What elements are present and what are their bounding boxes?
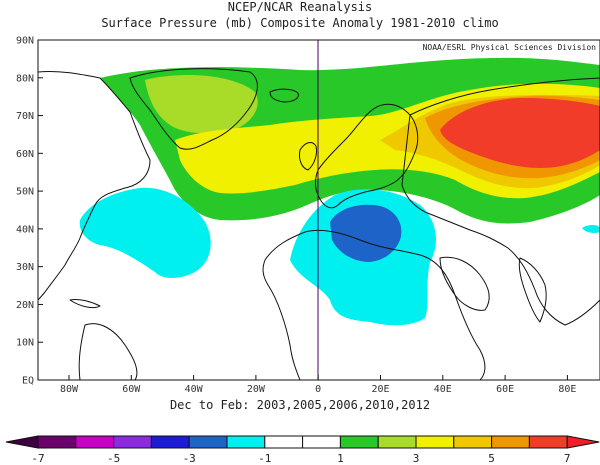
lat-tick-label: 70N <box>16 111 34 122</box>
credit-label: NOAA/ESRL Physical Sciences Division <box>423 43 597 52</box>
longitude-axis: 80W 60W 40W 20W 0 20E 40E 60E 80E <box>60 375 576 395</box>
cuba-coastline <box>69 299 101 309</box>
chart-subtitle: Surface Pressure (mb) Composite Anomaly … <box>101 16 499 30</box>
colorbar-box <box>528 435 568 449</box>
north-america-coastline <box>38 71 151 301</box>
lon-tick-label: 80W <box>60 384 79 395</box>
colorbar-boxes <box>5 435 600 449</box>
anomaly-pos-6-7 <box>440 98 600 168</box>
lat-tick-label: 30N <box>16 262 34 273</box>
colorbar-box <box>491 435 530 449</box>
colorbar-box <box>339 435 379 449</box>
colorbar-box <box>37 435 77 449</box>
iceland-coastline <box>269 88 299 103</box>
colorbar-box <box>113 435 152 449</box>
colorbar-label: 3 <box>413 452 420 465</box>
chart-title: NCEP/NCAR Reanalysis <box>227 0 373 14</box>
india-coastline <box>518 257 547 323</box>
lon-tick-label: 40W <box>185 384 204 395</box>
lon-tick-label: 20E <box>371 384 389 395</box>
lat-tick-label: 20N <box>16 300 34 311</box>
lon-tick-label: 60W <box>122 384 141 395</box>
lat-tick-label: 10N <box>16 338 34 349</box>
colorbar-label: 7 <box>564 452 571 465</box>
colorbar-under-triangle <box>5 435 39 449</box>
lon-tick-label: 20W <box>247 384 266 395</box>
lat-tick-label: 90N <box>16 36 34 47</box>
anomaly-map: NOAA/ESRL Physical Sciences Division 90N… <box>16 36 600 395</box>
colorbar-box <box>75 435 115 449</box>
colorbar: -7 -5 -3 -1 1 3 5 7 <box>5 435 600 465</box>
lat-tick-label: 60N <box>16 149 34 160</box>
colorbar-box <box>150 435 190 449</box>
lat-tick-label: 50N <box>16 187 34 198</box>
colorbar-label: -7 <box>31 452 44 465</box>
colorbar-box <box>264 435 304 449</box>
colorbar-box <box>226 435 266 449</box>
anomaly-fields <box>79 57 600 326</box>
colorbar-box <box>453 435 493 449</box>
colorbar-label: 5 <box>488 452 495 465</box>
lat-tick-label: 40N <box>16 224 34 235</box>
lon-tick-label: 40E <box>434 384 452 395</box>
anomaly-pos-2-3 <box>145 75 258 134</box>
colorbar-labels: -7 -5 -3 -1 1 3 5 7 <box>31 452 570 465</box>
asia-coastline <box>401 77 600 326</box>
anomaly-neg-2-3 <box>330 204 402 262</box>
greenland-coastline <box>129 68 258 150</box>
africa-coastline <box>262 229 486 380</box>
lat-tick-label: EQ <box>22 376 34 387</box>
colorbar-label: -3 <box>183 452 196 465</box>
lon-tick-label: 0 <box>315 384 321 395</box>
colorbar-box <box>302 435 341 449</box>
south-america-coastline <box>78 323 138 380</box>
lat-tick-label: 80N <box>16 73 34 84</box>
lon-tick-label: 80E <box>558 384 576 395</box>
colorbar-label: -1 <box>258 452 271 465</box>
colorbar-box <box>188 435 228 449</box>
anomaly-neg-1-2-atlantic <box>79 187 211 278</box>
colorbar-box <box>415 435 455 449</box>
colorbar-over-triangle <box>566 435 600 449</box>
arabia-coastline <box>439 256 490 311</box>
colorbar-box <box>377 435 417 449</box>
period-label: Dec to Feb: 2003,2005,2006,2010,2012 <box>169 398 431 412</box>
lon-tick-label: 60E <box>496 384 514 395</box>
anomaly-neg-1-2-spot <box>582 225 600 233</box>
coastlines <box>38 68 600 380</box>
plot-frame <box>37 39 600 381</box>
europe-coastline <box>314 103 419 209</box>
colorbar-label: -5 <box>107 452 120 465</box>
latitude-axis: 90N 80N 70N 60N 50N 40N 30N 20N 10N EQ <box>16 36 43 387</box>
colorbar-label: 1 <box>337 452 344 465</box>
uk-coastline <box>299 142 317 171</box>
